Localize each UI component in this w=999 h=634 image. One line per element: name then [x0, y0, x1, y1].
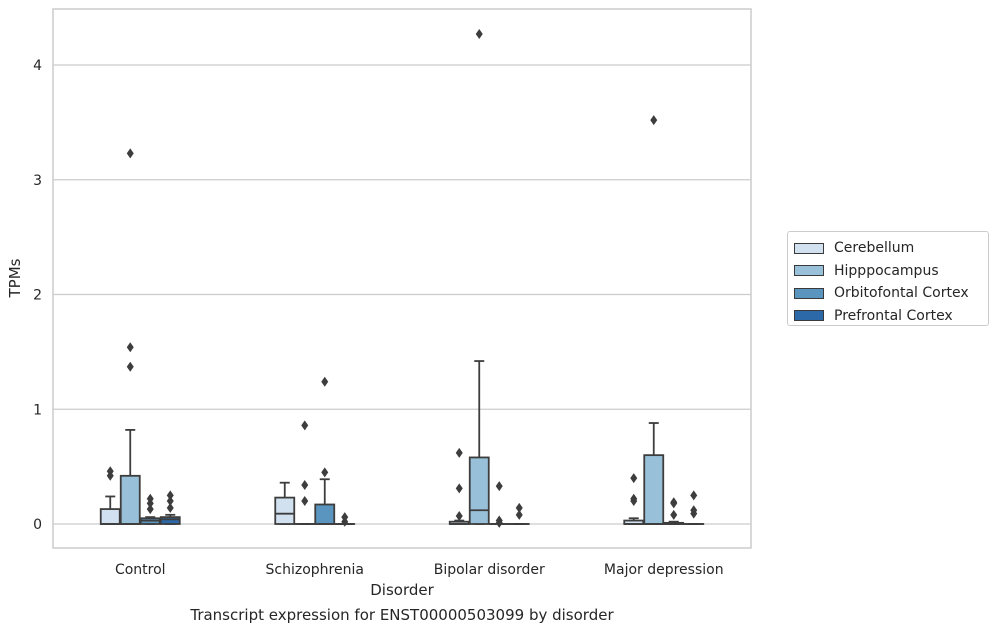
x-tick-label: Schizophrenia: [266, 562, 364, 578]
legend-item-hippocampus: Hipppocampus: [794, 260, 988, 283]
y-tick-label: 0: [33, 517, 42, 533]
outlier-point: [455, 510, 463, 521]
outlier-point: [166, 502, 174, 513]
legend-swatch-cerebellum: [794, 242, 824, 254]
outlier-point: [341, 512, 349, 523]
outlier-point: [126, 361, 134, 372]
outlier-point: [690, 505, 698, 516]
outlier-point: [126, 148, 134, 159]
legend-swatch-hippocampus: [794, 265, 824, 277]
x-tick-label: Control: [115, 562, 166, 578]
x-axis-label: Disorder: [370, 581, 434, 599]
y-tick-label: 3: [33, 173, 42, 189]
outlier-point: [106, 466, 114, 477]
legend-label-prefrontal-cortex: Prefrontal Cortex: [834, 307, 953, 324]
y-tick-label: 4: [33, 58, 42, 74]
outlier-point: [146, 493, 154, 504]
outlier-point: [166, 490, 174, 501]
legend-item-orbitofrontal-cortex: Orbitofontal Cortex: [794, 282, 988, 305]
outlier-point: [301, 496, 309, 507]
legend-label-cerebellum: Cerebellum: [834, 240, 915, 257]
box-hipppocampus: [119, 474, 141, 525]
outlier-point: [515, 509, 523, 520]
legend-swatch-prefrontal-cortex: [794, 310, 824, 322]
box-plot-marks: [99, 29, 705, 528]
outlier-point: [630, 493, 638, 504]
outlier-point: [455, 483, 463, 494]
y-tick-label: 2: [33, 288, 42, 304]
tick-labels: 0 1 2 3 4 Control Schizophrenia Bipolar disorde…: [33, 58, 724, 578]
chart-legend: Cerebellum Hipppocampus Orbitofontal Cor…: [787, 231, 989, 326]
outlier-point: [670, 497, 678, 508]
y-tick-label: 1: [33, 402, 42, 418]
outlier-point: [495, 515, 503, 526]
outlier-point: [146, 504, 154, 515]
legend-swatch-orbitofrontal-cortex: [794, 287, 824, 299]
outlier-point: [301, 420, 309, 431]
legend-item-prefrontal-cortex: Prefrontal Cortex: [794, 305, 988, 328]
outlier-point: [475, 29, 483, 40]
outlier-point: [321, 467, 329, 478]
outlier-point: [690, 490, 698, 501]
box-prefrontal-cortex: [159, 516, 181, 525]
x-tick-label: Major depression: [604, 562, 724, 578]
box-orbitofontal-cortex: [314, 503, 336, 525]
outlier-point: [166, 496, 174, 507]
outlier-point: [495, 481, 503, 492]
legend-label-orbitofrontal-cortex: Orbitofontal Cortex: [834, 285, 969, 302]
outlier-point: [321, 376, 329, 387]
box-cerebellum: [99, 508, 121, 525]
outlier-point: [126, 342, 134, 353]
outlier-point: [515, 502, 523, 513]
outlier-point: [670, 509, 678, 520]
box-cerebellum: [274, 496, 296, 525]
box-hipppocampus: [468, 456, 490, 525]
y-axis-label: TPMs: [6, 258, 24, 298]
chart-caption: Transcript expression for ENST0000050309…: [190, 606, 614, 624]
x-tick-label: Bipolar disorder: [434, 562, 545, 578]
plot-area-frame: [52, 8, 752, 549]
outlier-point: [630, 473, 638, 484]
outlier-point: [455, 447, 463, 458]
legend-item-cerebellum: Cerebellum: [794, 237, 988, 260]
outlier-point: [301, 479, 309, 490]
outlier-point: [650, 115, 658, 126]
legend-label-hippocampus: Hipppocampus: [834, 262, 939, 279]
box-hipppocampus: [643, 454, 665, 525]
